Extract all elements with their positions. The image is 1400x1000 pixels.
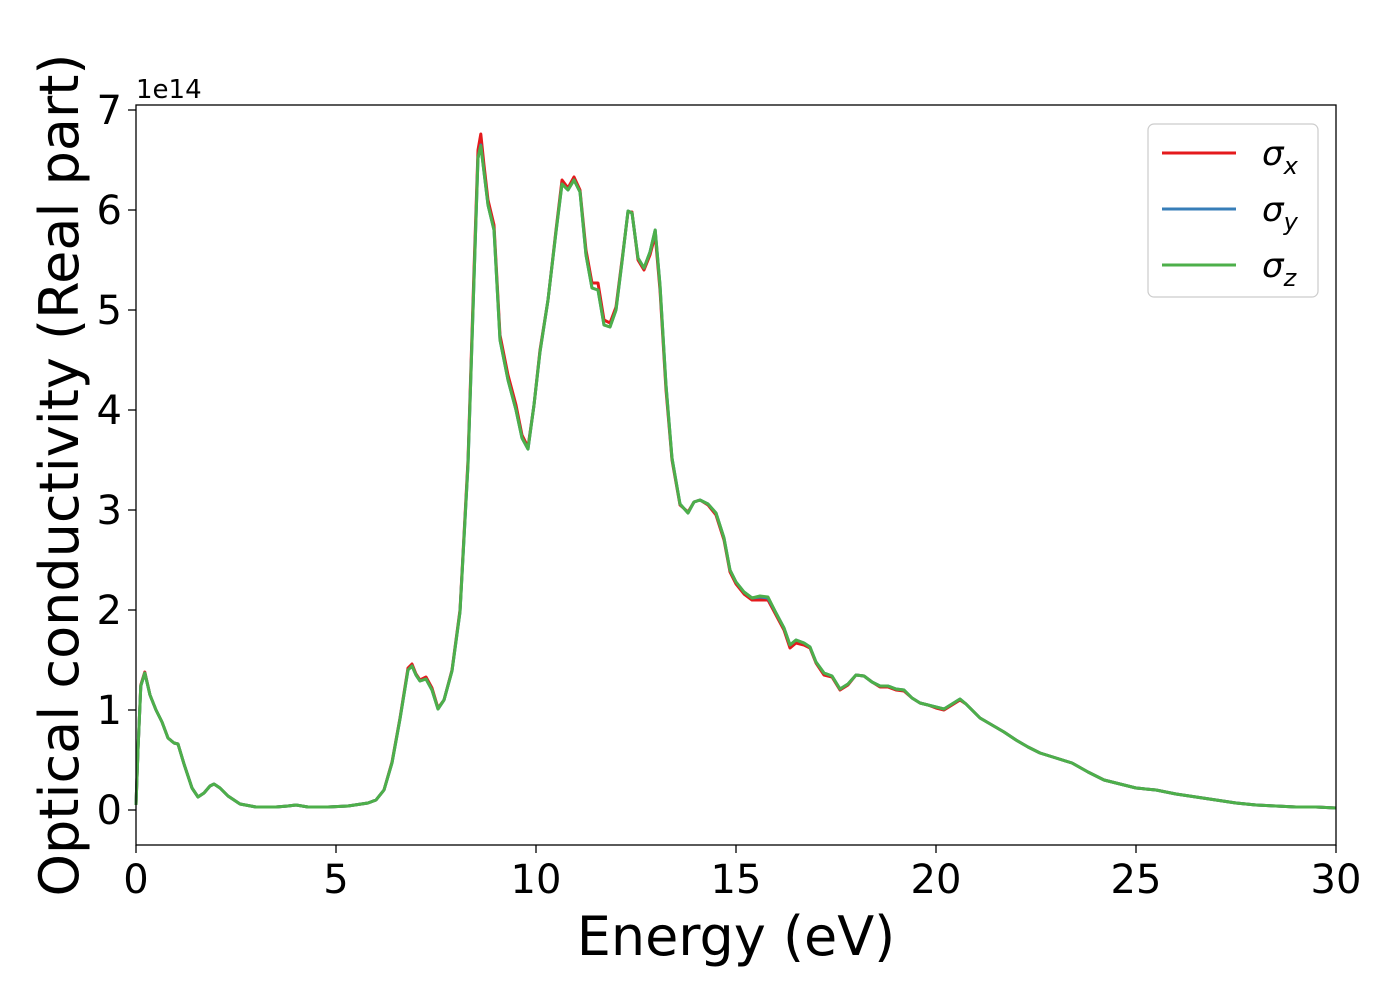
x-tick-label: 20: [911, 857, 962, 903]
y-tick-label: 7: [97, 88, 122, 134]
y-axis-title: Optical conductivity (Real part): [28, 54, 91, 897]
x-tick-label: 15: [711, 857, 762, 903]
x-axis-ticks: 0 5 10 15 20 25 30: [123, 845, 1361, 903]
y-tick-label: 6: [97, 188, 122, 234]
series-layer: [134, 132, 1337, 810]
x-tick-label: 30: [1311, 857, 1362, 903]
x-tick-label: 10: [511, 857, 562, 903]
x-tick-label: 25: [1111, 857, 1162, 903]
y-offset-label: 1e14: [136, 75, 202, 105]
x-tick-label: 0: [123, 857, 148, 903]
y-tick-label: 3: [97, 488, 122, 534]
series-line-3: [134, 144, 1337, 810]
y-axis-ticks: 0 1 2 3 4 5 6 7: [97, 88, 136, 834]
y-tick-label: 2: [97, 588, 122, 634]
y-tick-label: 1: [97, 688, 122, 734]
y-tick-label: 0: [97, 788, 122, 834]
x-tick-label: 5: [323, 857, 348, 903]
x-axis-title: Energy (eV): [577, 905, 896, 968]
y-tick-label: 4: [97, 388, 122, 434]
plot-background: [136, 105, 1336, 845]
legend-label-y: σy: [1262, 190, 1299, 236]
y-tick-label: 5: [97, 288, 122, 334]
